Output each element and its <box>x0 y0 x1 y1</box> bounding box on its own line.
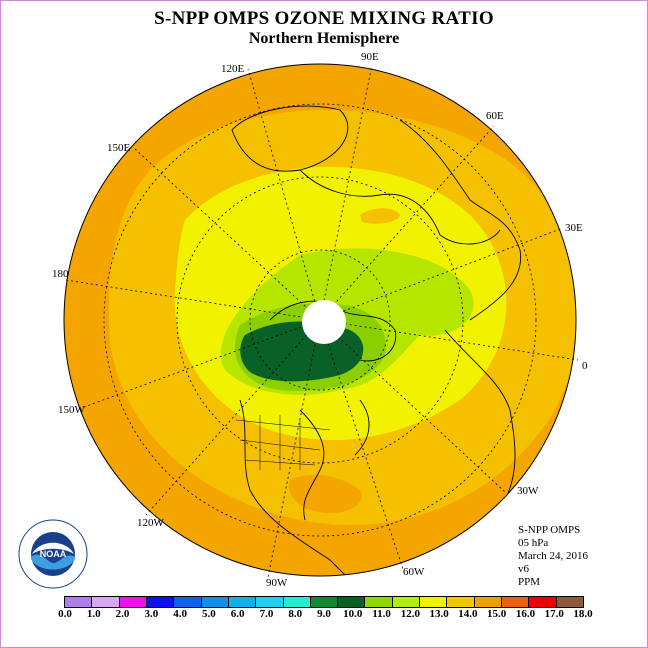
lon-label-60e: 60E <box>486 110 504 122</box>
colorbar-tick-label: 2.0 <box>115 608 130 620</box>
colorbar-tick-label: 3.0 <box>144 608 159 620</box>
colorbar-swatch <box>201 597 229 607</box>
map-boundary <box>63 63 577 577</box>
political-borders <box>235 415 331 470</box>
lon-label-0: 0 <box>582 360 588 372</box>
colorbar-swatch <box>92 597 120 607</box>
info-version: v6 <box>518 563 529 575</box>
colorbar-swatch <box>310 597 339 607</box>
lon-label-30w: 30W <box>517 485 539 497</box>
colorbar-swatch <box>556 597 583 607</box>
colorbar-swatch <box>392 597 421 607</box>
colorbar-swatch <box>365 597 393 607</box>
lon-label-180: 180 <box>52 268 69 280</box>
colorbar-tick-label: 6.0 <box>230 608 245 620</box>
info-units: PPM <box>518 576 541 588</box>
noaa-logo: NOAA <box>18 519 88 589</box>
colorbar-tick-label: 15.0 <box>487 608 507 620</box>
product-info: S-NPP OMPS 05 hPa March 24, 2016 v6 PPM <box>518 524 588 589</box>
info-instrument: S-NPP OMPS <box>518 524 581 536</box>
colorbar-tick-label: 12.0 <box>400 608 420 620</box>
logo-wordmark: NOAA <box>40 549 67 559</box>
lon-label-120w: 120W <box>137 517 164 529</box>
colorbar-swatch <box>447 597 475 607</box>
ozone-field-orange-blob <box>360 208 400 224</box>
colorbar-swatch <box>338 597 366 607</box>
colorbar-tick-label: 10.0 <box>343 608 363 620</box>
colorbar-tick-label: 5.0 <box>202 608 216 620</box>
ozone-field-orange-blob-south <box>288 474 362 514</box>
colorbar-tick-label: 18.0 <box>573 608 593 620</box>
coastlines <box>231 105 522 576</box>
colorbar-tick-label: 11.0 <box>372 608 391 620</box>
info-level: 05 hPa <box>518 537 549 549</box>
lon-label-120e: 120E <box>221 63 245 75</box>
colorbar-tick-label: 1.0 <box>86 608 101 620</box>
map-subtitle: Northern Hemisphere <box>248 30 400 47</box>
colorbar-swatch <box>65 597 93 607</box>
colorbar <box>64 596 584 608</box>
lon-label-60w: 60W <box>403 566 425 578</box>
colorbar-swatch <box>174 597 202 607</box>
lon-label-90w: 90W <box>266 577 288 589</box>
lon-label-90e: 90E <box>361 51 379 63</box>
map-title: S-NPP OMPS OZONE MIXING RATIO <box>154 8 494 29</box>
colorbar-swatch <box>529 597 557 607</box>
latitude-circles <box>103 103 537 537</box>
colorbar-swatch <box>228 597 257 607</box>
colorbar-tick-label: 9.0 <box>317 608 331 620</box>
colorbar-tick-label: 4.0 <box>173 608 187 620</box>
info-date: March 24, 2016 <box>518 550 588 562</box>
colorbar-tick-label: 14.0 <box>458 608 478 620</box>
colorbar-tick-label: 7.0 <box>259 608 274 620</box>
colorbar-swatch <box>146 597 175 607</box>
colorbar-swatch <box>502 597 530 607</box>
meridians <box>65 64 579 578</box>
colorbar-swatch <box>474 597 502 607</box>
lon-label-150e: 150E <box>107 142 131 154</box>
colorbar-swatch <box>283 597 311 607</box>
lon-label-150w: 150W <box>58 404 85 416</box>
colorbar-tick-label: 16.0 <box>515 608 536 620</box>
colorbar-swatch <box>256 597 284 607</box>
colorbar-tick-label: 8.0 <box>288 608 303 620</box>
colorbar-swatch <box>119 597 147 607</box>
lon-label-30e: 30E <box>565 222 583 234</box>
colorbar-tick-label: 13.0 <box>429 608 449 620</box>
colorbar-swatch <box>420 597 448 607</box>
polar-no-data-cap <box>302 300 346 344</box>
colorbar-tick-label: 0.0 <box>58 608 72 620</box>
colorbar-tick-label: 17.0 <box>544 608 564 620</box>
ozone-field-dark-green <box>240 321 364 382</box>
